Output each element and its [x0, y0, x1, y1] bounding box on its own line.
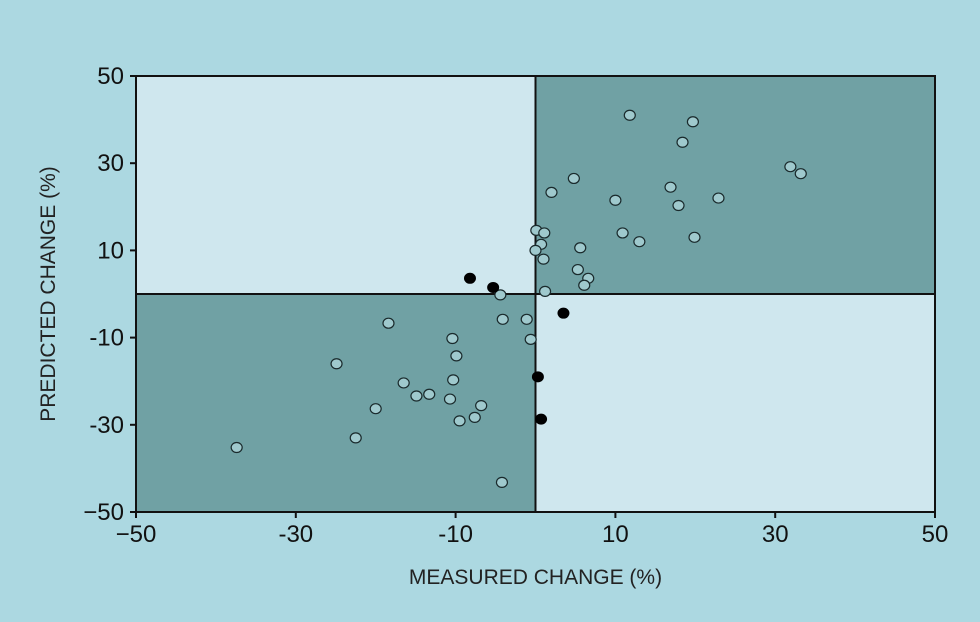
data-point-open	[450, 350, 463, 362]
data-point-open	[494, 289, 507, 301]
data-point-open	[538, 285, 552, 297]
x-axis-ticks: −50 -30 -10 10 30 50	[116, 512, 949, 548]
y-axis-label: PREDICTED CHANGE (%)	[37, 166, 60, 422]
data-point-open	[571, 263, 584, 276]
data-point-open	[475, 400, 488, 412]
quadrant-top-left	[136, 76, 536, 294]
data-point-open	[520, 313, 533, 325]
data-point-open	[447, 374, 460, 386]
data-point-filled	[557, 307, 570, 319]
y-tick-label: 50	[97, 63, 124, 90]
data-point-open	[423, 388, 436, 400]
data-point-open	[664, 181, 677, 193]
data-point-filled	[531, 371, 544, 383]
data-point-open	[369, 403, 382, 415]
data-point-open	[537, 253, 550, 265]
data-point-open	[410, 390, 423, 402]
data-point-open	[686, 116, 700, 128]
data-point-open	[230, 441, 243, 454]
data-point-open	[676, 136, 689, 148]
y-tick-label: -10	[89, 325, 124, 352]
data-point-open	[567, 172, 580, 185]
data-point-open	[545, 186, 558, 199]
data-point-open	[446, 332, 459, 345]
data-point-open	[382, 317, 395, 329]
quadrant-bottom-right	[535, 294, 935, 512]
data-point-open	[524, 333, 537, 345]
data-point-open	[623, 109, 636, 121]
data-point-open	[529, 244, 542, 256]
data-point-open	[784, 161, 797, 173]
plot-area	[135, 75, 936, 513]
y-tick-label: 30	[97, 150, 124, 177]
y-tick-label: -30	[89, 412, 124, 439]
x-tick-label: −50	[116, 521, 157, 548]
y-axis-ticks: −50 -30 -10 10 30 50	[83, 63, 136, 526]
data-point-open	[688, 231, 701, 243]
data-point-filled	[535, 413, 548, 425]
data-point-filled	[463, 272, 476, 284]
data-points	[230, 109, 807, 488]
data-point-open	[578, 279, 591, 291]
data-point-open	[495, 476, 509, 488]
data-point-open	[397, 377, 410, 389]
data-point-open	[330, 358, 343, 370]
x-axis-label: MEASURED CHANGE (%)	[409, 566, 662, 589]
x-tick-label: -10	[438, 521, 473, 548]
data-point-open	[794, 168, 807, 180]
x-tick-label: 10	[602, 521, 629, 548]
data-point-open	[349, 432, 362, 444]
data-point-open	[609, 194, 622, 206]
data-point-open	[538, 227, 551, 239]
data-point-filled	[487, 281, 500, 293]
data-point-open	[574, 242, 587, 254]
plot-frame	[135, 75, 936, 513]
quadrant-top-right	[535, 76, 935, 294]
data-point-open	[453, 415, 466, 427]
data-point-open	[672, 199, 685, 212]
x-tick-label: 30	[762, 521, 789, 548]
quadrant-bottom-left	[136, 294, 536, 512]
y-tick-label: −50	[83, 499, 124, 526]
x-tick-label: -30	[278, 521, 313, 548]
y-tick-label: 10	[97, 237, 124, 264]
data-point-open	[712, 192, 725, 204]
data-point-open	[468, 411, 481, 423]
data-point-open	[496, 313, 509, 325]
data-point-open	[616, 227, 629, 239]
data-point-open	[633, 236, 646, 248]
data-point-open	[443, 393, 457, 405]
x-tick-label: 50	[922, 521, 949, 548]
